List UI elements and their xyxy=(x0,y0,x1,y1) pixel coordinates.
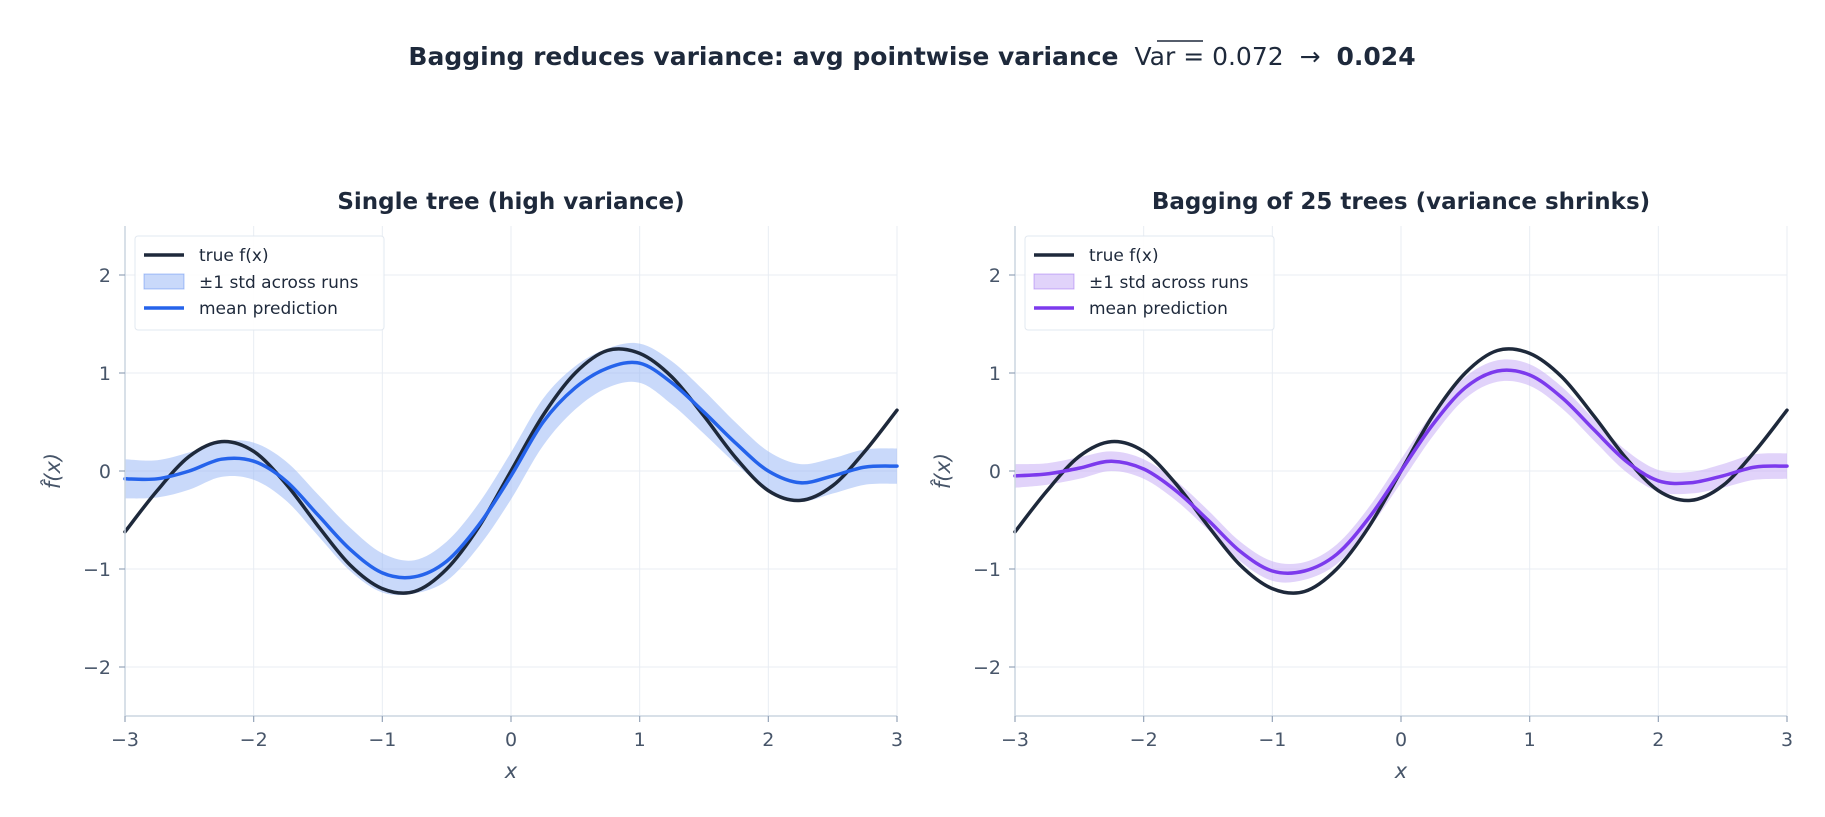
legend-label: ±1 std across runs xyxy=(1089,273,1249,293)
panel-single-tree: −3 −2 −1 0 1 2 3 −2 −1 0 1 2 Single tree (high varia… xyxy=(40,189,903,783)
figure-title: Bagging reduces variance: avg pointwise … xyxy=(408,42,1415,71)
y-tick-label: 0 xyxy=(989,461,1001,483)
legend-box xyxy=(134,235,385,331)
legend-label: mean prediction xyxy=(199,299,338,319)
legend-label: mean prediction xyxy=(1089,299,1228,319)
y-tick-label: 2 xyxy=(989,265,1001,287)
x-tick-label: 1 xyxy=(634,729,646,751)
x-tick-label: −1 xyxy=(1258,729,1286,751)
x-tick-label: −3 xyxy=(1001,729,1029,751)
x-tick-label: 2 xyxy=(1652,729,1664,751)
legend-band-swatch xyxy=(1033,273,1075,290)
x-tick-label: −3 xyxy=(111,729,139,751)
figure-title-eq: = 0.072 xyxy=(1183,42,1283,71)
panel-title: Single tree (high variance) xyxy=(337,189,684,215)
y-tick-label: 1 xyxy=(99,363,111,385)
y-tick-label: −2 xyxy=(973,657,1001,679)
legend-box xyxy=(1024,235,1275,331)
panel-bagging: −3 −2 −1 0 1 2 3 −2 −1 0 1 2 Bagging of 25 trees (va… xyxy=(930,189,1793,783)
true-function-line xyxy=(123,347,899,595)
figure-title-prefix: Bagging reduces variance: avg pointwise … xyxy=(408,42,1118,71)
x-tick-label: −2 xyxy=(1130,729,1158,751)
y-tick-label: −1 xyxy=(83,559,111,581)
legend-band-swatch xyxy=(143,273,185,290)
x-axis-label: x xyxy=(1394,759,1408,783)
x-tick-label: 3 xyxy=(891,729,903,751)
y-tick-label: 1 xyxy=(989,363,1001,385)
legend-label: true f(x) xyxy=(1089,246,1159,266)
y-tick-label: −2 xyxy=(83,657,111,679)
x-tick-label: 0 xyxy=(1395,729,1407,751)
mean-prediction-line xyxy=(1013,368,1789,575)
y-axis-label: f̂(x) xyxy=(930,453,955,489)
panel-title: Bagging of 25 trees (variance shrinks) xyxy=(1152,189,1650,215)
legend-label: ±1 std across runs xyxy=(199,273,359,293)
mean-prediction-line xyxy=(123,360,899,580)
x-tick-label: −1 xyxy=(368,729,396,751)
x-axis-label: x xyxy=(504,759,518,783)
x-tick-label: −2 xyxy=(240,729,268,751)
figure-title-after: 0.024 xyxy=(1337,42,1416,71)
y-axis-label: f̂(x) xyxy=(40,453,65,489)
y-tick-label: 2 xyxy=(99,265,111,287)
figure-title-arrow: → xyxy=(1300,42,1321,71)
x-tick-label: 2 xyxy=(762,729,774,751)
figure-title-var: Var xyxy=(1134,42,1175,71)
legend-label: true f(x) xyxy=(199,246,269,266)
y-tick-label: −1 xyxy=(973,559,1001,581)
x-tick-label: 1 xyxy=(1524,729,1536,751)
x-tick-label: 0 xyxy=(505,729,517,751)
y-tick-label: 0 xyxy=(99,461,111,483)
x-tick-label: 3 xyxy=(1781,729,1793,751)
